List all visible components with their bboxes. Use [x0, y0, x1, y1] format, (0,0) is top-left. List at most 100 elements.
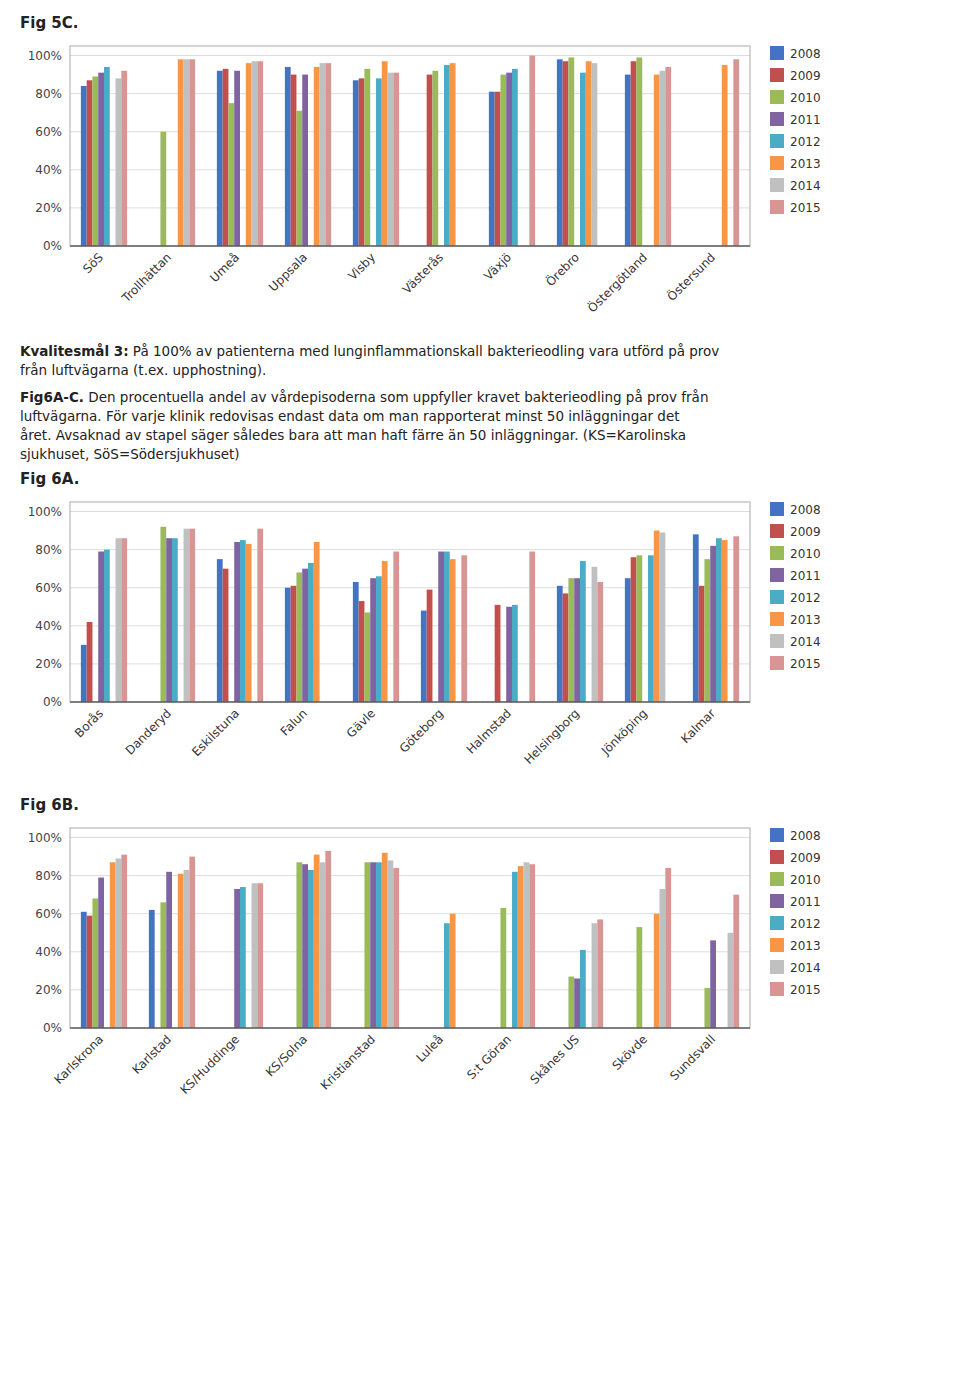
grid-line [70, 207, 750, 208]
y-tick-label: 100% [28, 49, 62, 63]
bar [625, 578, 631, 702]
bar [636, 57, 642, 246]
bar [121, 71, 127, 246]
bar [353, 80, 359, 246]
bar [189, 529, 195, 702]
bar [512, 872, 518, 1028]
y-tick-label: 60% [35, 581, 62, 595]
bar [314, 67, 320, 246]
x-tick-label: Skövde [609, 1032, 650, 1073]
legend: 20082009201020112012201320142015 [770, 828, 821, 997]
bar [733, 59, 739, 246]
x-tick-label: Falun [278, 706, 310, 738]
x-tick-label: Karlskrona [51, 1032, 106, 1087]
x-tick-label: Helsingborg [521, 706, 582, 767]
bar [393, 868, 399, 1028]
bar [246, 63, 252, 246]
bar [580, 950, 586, 1028]
x-tick-label: Halmstad [464, 706, 514, 756]
legend-swatch [770, 90, 784, 104]
x-tick-label: Västerås [400, 250, 446, 296]
bar [631, 61, 637, 246]
bar [631, 557, 637, 702]
bar [285, 67, 291, 246]
legend-swatch [770, 112, 784, 126]
bar [184, 529, 190, 702]
x-tick-label: Kristianstad [318, 1032, 378, 1092]
legend-label: 2013 [790, 613, 821, 627]
x-tick-label: Skånes US [528, 1032, 583, 1087]
bar [563, 61, 569, 246]
bar [506, 73, 512, 246]
bar [450, 914, 456, 1028]
x-tick-label: Uppsala [266, 250, 310, 294]
grid [70, 56, 750, 246]
bar [353, 582, 359, 702]
bar [376, 862, 382, 1028]
y-tick-label: 0% [43, 695, 62, 709]
bar [450, 559, 456, 702]
bar [660, 71, 666, 246]
bar [359, 78, 365, 246]
plot-frame [70, 828, 750, 1028]
bar [495, 605, 501, 702]
bar [568, 578, 574, 702]
bar [87, 916, 93, 1028]
bar [223, 69, 229, 246]
y-tick-label: 100% [28, 505, 62, 519]
bar [461, 555, 467, 702]
x-tick-label: Eskilstuna [189, 706, 242, 759]
bar [189, 857, 195, 1028]
x-tick-label: Borås [72, 706, 106, 740]
legend-swatch [770, 546, 784, 560]
x-tick-label: Sundsvall [667, 1032, 718, 1083]
bar [234, 71, 240, 246]
bar [296, 572, 302, 702]
bar [382, 853, 388, 1028]
bar [660, 889, 666, 1028]
bar [665, 67, 671, 246]
bars [81, 56, 739, 246]
bar [302, 75, 308, 246]
bar [217, 71, 223, 246]
bar [512, 69, 518, 246]
bar [104, 550, 110, 702]
legend: 20082009201020112012201320142015 [770, 46, 821, 215]
bar [660, 532, 666, 702]
y-tick-label: 80% [35, 869, 62, 883]
bar [450, 63, 456, 246]
legend-swatch [770, 590, 784, 604]
plot-frame [70, 502, 750, 702]
y-tick-label: 20% [35, 983, 62, 997]
legend-swatch [770, 850, 784, 864]
bar [636, 927, 642, 1028]
bar [116, 538, 122, 702]
bar [592, 923, 598, 1028]
bar [722, 65, 728, 246]
bar [81, 645, 87, 702]
bar [382, 561, 388, 702]
x-tick-label: Gävle [344, 706, 378, 740]
bar [592, 567, 598, 702]
bars [81, 851, 739, 1028]
bar [438, 552, 444, 702]
bar [116, 78, 122, 246]
bar [597, 582, 603, 702]
bar [217, 559, 223, 702]
legend-swatch [770, 68, 784, 82]
grid-line [70, 246, 750, 247]
bar [733, 895, 739, 1028]
legend: 20082009201020112012201320142015 [770, 502, 821, 671]
y-tick-label: 60% [35, 125, 62, 139]
bar [92, 898, 98, 1028]
bar [121, 538, 127, 702]
legend-label: 2009 [790, 525, 821, 539]
x-tick-label: SöS [80, 250, 106, 276]
bar [184, 870, 190, 1028]
bar [257, 529, 263, 702]
legend-swatch [770, 982, 784, 996]
bar [257, 883, 263, 1028]
bar [722, 540, 728, 702]
bar [704, 988, 710, 1028]
bar [302, 569, 308, 702]
